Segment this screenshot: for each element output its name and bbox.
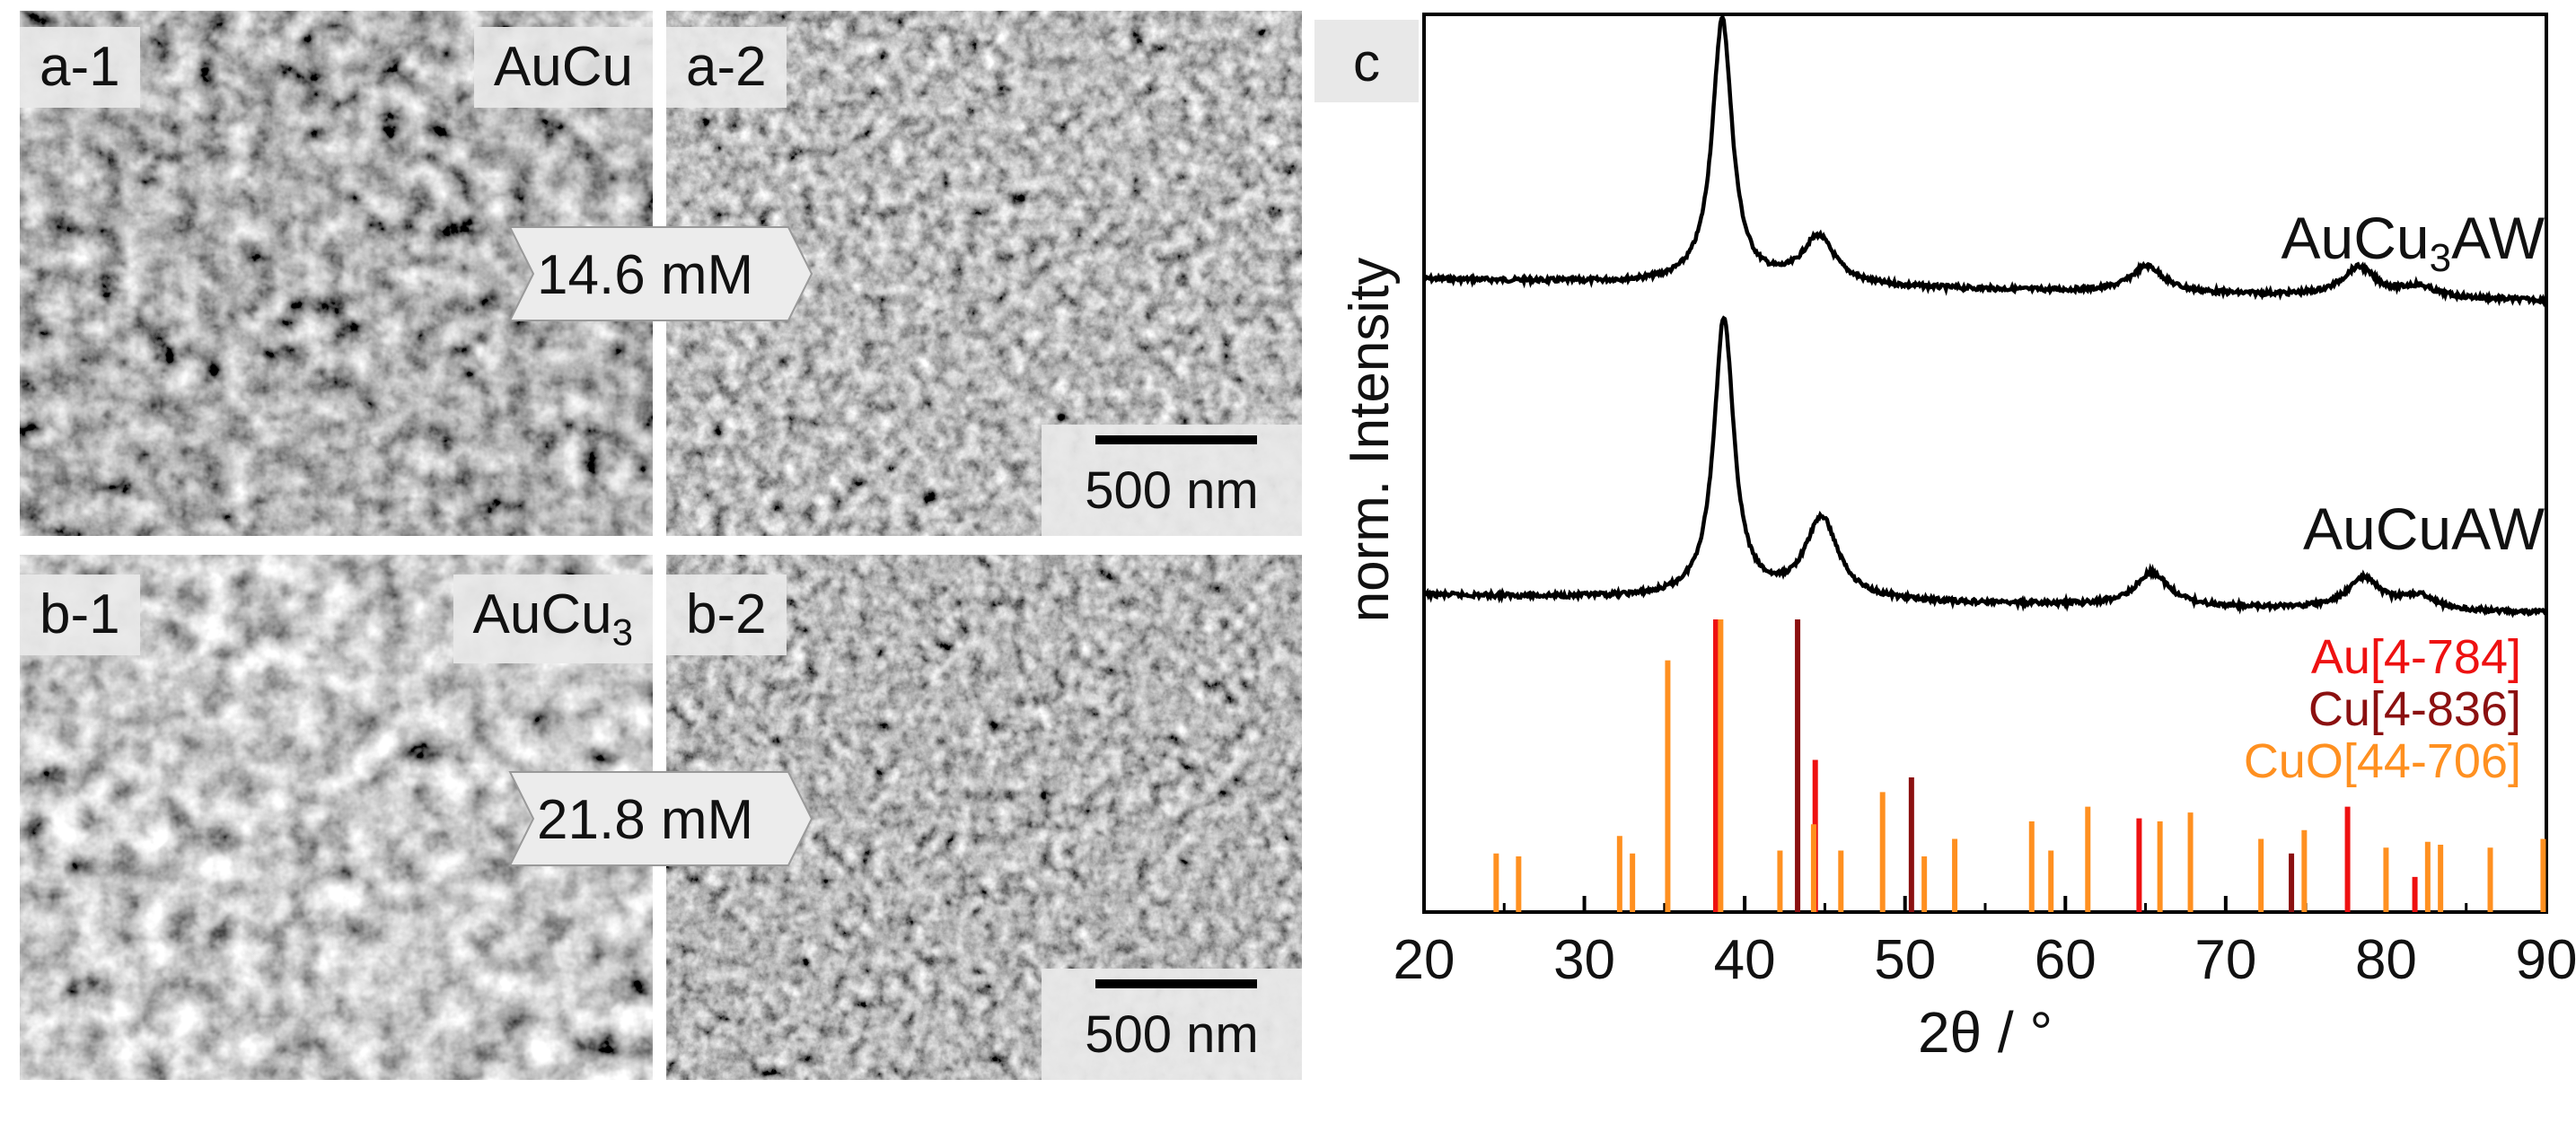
reference-patterns: [1493, 619, 2546, 912]
concentration-label-2: 21.8 mM: [537, 789, 754, 851]
xrd-trace: [1422, 315, 2548, 619]
scale-bar-line: [1095, 979, 1257, 988]
xrd-trace: [1423, 13, 2548, 308]
xrd-chart: c norm. Intensity 2θ / ° 20 30 40 50 60 70 80 9…: [1314, 13, 2576, 1065]
series-label-suffix: AW: [2451, 205, 2545, 271]
scale-bar: 500 nm: [1042, 969, 1302, 1080]
x-tick-label: 80: [2355, 929, 2417, 991]
x-tick-label: 30: [1553, 929, 1615, 991]
scale-bar-text: 500 nm: [1085, 461, 1259, 520]
panel-label: b-2: [666, 575, 787, 655]
panel-label: a-1: [20, 27, 140, 108]
series-label-name: AuCu: [2281, 205, 2430, 271]
series-label: AuCuAW: [2303, 496, 2545, 562]
panel-label: a-2: [666, 27, 787, 108]
legend-entry: Cu[4-836]: [2308, 682, 2521, 736]
x-axis-ticks: 20 30 40 50 60 70 80 90: [1394, 896, 2576, 991]
concentration-label-1: 14.6 mM: [537, 244, 754, 306]
y-axis-label: norm. Intensity: [1339, 258, 1401, 623]
legend-entry: CuO[44-706]: [2244, 734, 2521, 788]
series-label: AuCu3AW: [2281, 205, 2545, 280]
material-label: AuCu: [473, 27, 653, 108]
concentration-arrow-1: [508, 226, 813, 321]
x-tick-label: 90: [2516, 929, 2576, 991]
concentration-arrow-2: [508, 771, 813, 866]
series-label-name: AuCuAW: [2303, 496, 2545, 562]
material-text: AuCu: [472, 583, 612, 645]
panel-label: b-1: [20, 575, 140, 655]
material-label: AuCu3: [453, 575, 653, 664]
scale-bar: 500 nm: [1042, 425, 1302, 536]
scale-bar-text: 500 nm: [1085, 1005, 1259, 1064]
x-axis-label: 2θ / °: [1918, 1000, 2053, 1065]
x-tick-label: 40: [1714, 929, 1776, 991]
x-tick-label: 20: [1394, 929, 1455, 991]
panel-label-box: [1314, 20, 1419, 102]
panel-label: c: [1353, 32, 1380, 92]
x-tick-label: 70: [2194, 929, 2256, 991]
legend-entry: Au[4-784]: [2311, 630, 2521, 684]
material-subscript: 3: [611, 610, 633, 654]
x-tick-label: 60: [2035, 929, 2097, 991]
x-tick-label: 50: [1874, 929, 1936, 991]
scale-bar-line: [1095, 435, 1257, 444]
reference-legend: Au[4-784]Cu[4-836]CuO[44-706]: [2244, 630, 2521, 788]
material-text: AuCu: [493, 36, 633, 98]
series-label-subscript: 3: [2430, 236, 2451, 280]
